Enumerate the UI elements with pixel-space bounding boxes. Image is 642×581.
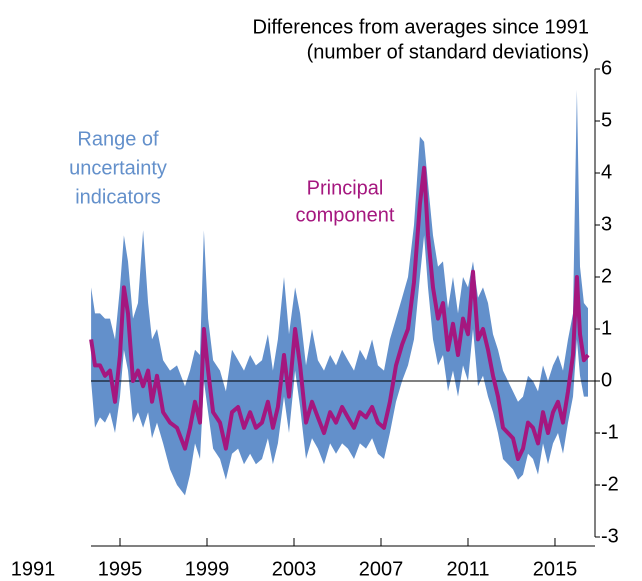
y-tick-label: -2: [601, 473, 619, 495]
x-tick-label: 1995: [98, 558, 143, 580]
y-tick-label: 5: [601, 109, 612, 131]
x-tick-label: 2011: [446, 558, 489, 580]
series-label: Principal: [307, 177, 384, 199]
x-tick-label: 2003: [272, 558, 317, 580]
x-tick-label: 1999: [185, 558, 230, 580]
y-tick-label: 3: [601, 213, 612, 235]
range-band: [91, 89, 588, 496]
series-label: component: [296, 204, 395, 226]
series-label: uncertainty: [69, 157, 167, 179]
y-tick-label: -1: [601, 421, 619, 443]
y-tick-label: 0: [601, 369, 612, 391]
chart-subtitle: (number of standard deviations): [307, 41, 589, 63]
y-tick-label: 2: [601, 265, 612, 287]
principal-component-line: [89, 165, 590, 461]
series-label: indicators: [75, 186, 161, 208]
x-tick-label: 2015: [533, 558, 578, 580]
y-tick-label: -3: [601, 525, 619, 547]
y-tick-label: 4: [601, 161, 612, 183]
y-tick-label: 6: [601, 57, 612, 79]
x-tick-label: 1991: [11, 558, 56, 580]
x-tick-label: 2007: [359, 558, 404, 580]
chart-title: Differences from averages since 1991: [253, 16, 589, 38]
y-tick-label: 1: [601, 317, 612, 339]
series-label: Range of: [77, 128, 159, 150]
